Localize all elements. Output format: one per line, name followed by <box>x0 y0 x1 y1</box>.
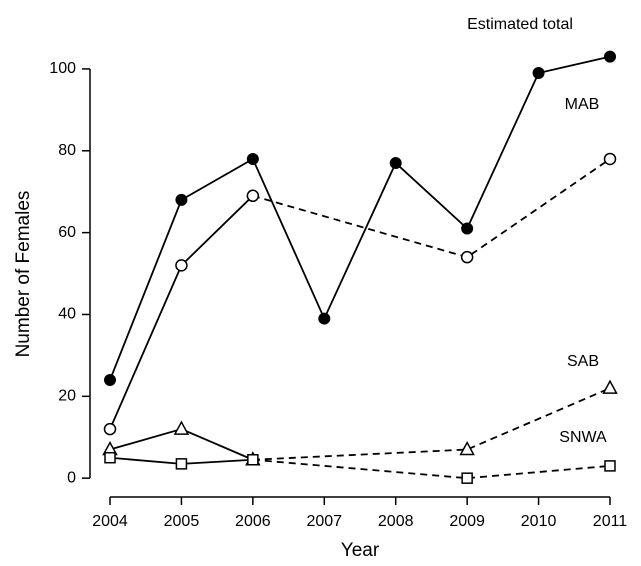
y-tick-label: 60 <box>58 224 76 241</box>
marker <box>602 379 618 394</box>
marker <box>175 458 188 470</box>
y-tick-label: 20 <box>58 388 76 405</box>
marker <box>389 157 402 170</box>
marker <box>104 373 116 386</box>
series-label: SNWA <box>559 429 607 446</box>
marker <box>461 222 474 235</box>
marker <box>604 460 616 472</box>
marker <box>532 67 545 80</box>
y-axis-title: Number of Females <box>13 191 34 358</box>
x-tick-label: 2010 <box>521 513 557 530</box>
marker <box>173 420 190 435</box>
x-tick-label: 2006 <box>235 513 271 530</box>
series-line <box>109 195 254 430</box>
x-tick-label: 2011 <box>593 513 628 530</box>
x-tick-label: 2004 <box>92 513 128 530</box>
marker <box>246 189 260 203</box>
marker <box>460 250 474 264</box>
series-line <box>252 458 611 480</box>
marker <box>318 312 331 325</box>
x-tick-label: 2008 <box>378 513 414 530</box>
marker <box>604 50 616 63</box>
marker <box>104 451 116 464</box>
y-tick-label: 80 <box>58 142 76 159</box>
marker <box>246 152 259 165</box>
marker <box>175 259 188 272</box>
y-tick-label: 100 <box>49 60 76 77</box>
marker <box>603 152 617 166</box>
series-label: MAB <box>565 96 600 113</box>
x-tick-label: 2009 <box>449 513 485 530</box>
series-label: Estimated total <box>467 16 573 33</box>
series-line <box>109 55 611 381</box>
marker <box>461 472 473 484</box>
x-axis-title: Year <box>341 540 380 561</box>
y-tick-label: 0 <box>67 469 76 486</box>
x-tick-label: 2005 <box>164 513 200 530</box>
series-label: SAB <box>567 353 599 370</box>
series-line <box>252 387 611 461</box>
marker <box>103 422 117 436</box>
marker <box>175 193 188 206</box>
x-tick-label: 2007 <box>306 513 342 530</box>
marker <box>247 454 259 466</box>
marker <box>459 440 475 456</box>
y-tick-label: 40 <box>58 306 76 323</box>
series-line <box>252 158 611 259</box>
